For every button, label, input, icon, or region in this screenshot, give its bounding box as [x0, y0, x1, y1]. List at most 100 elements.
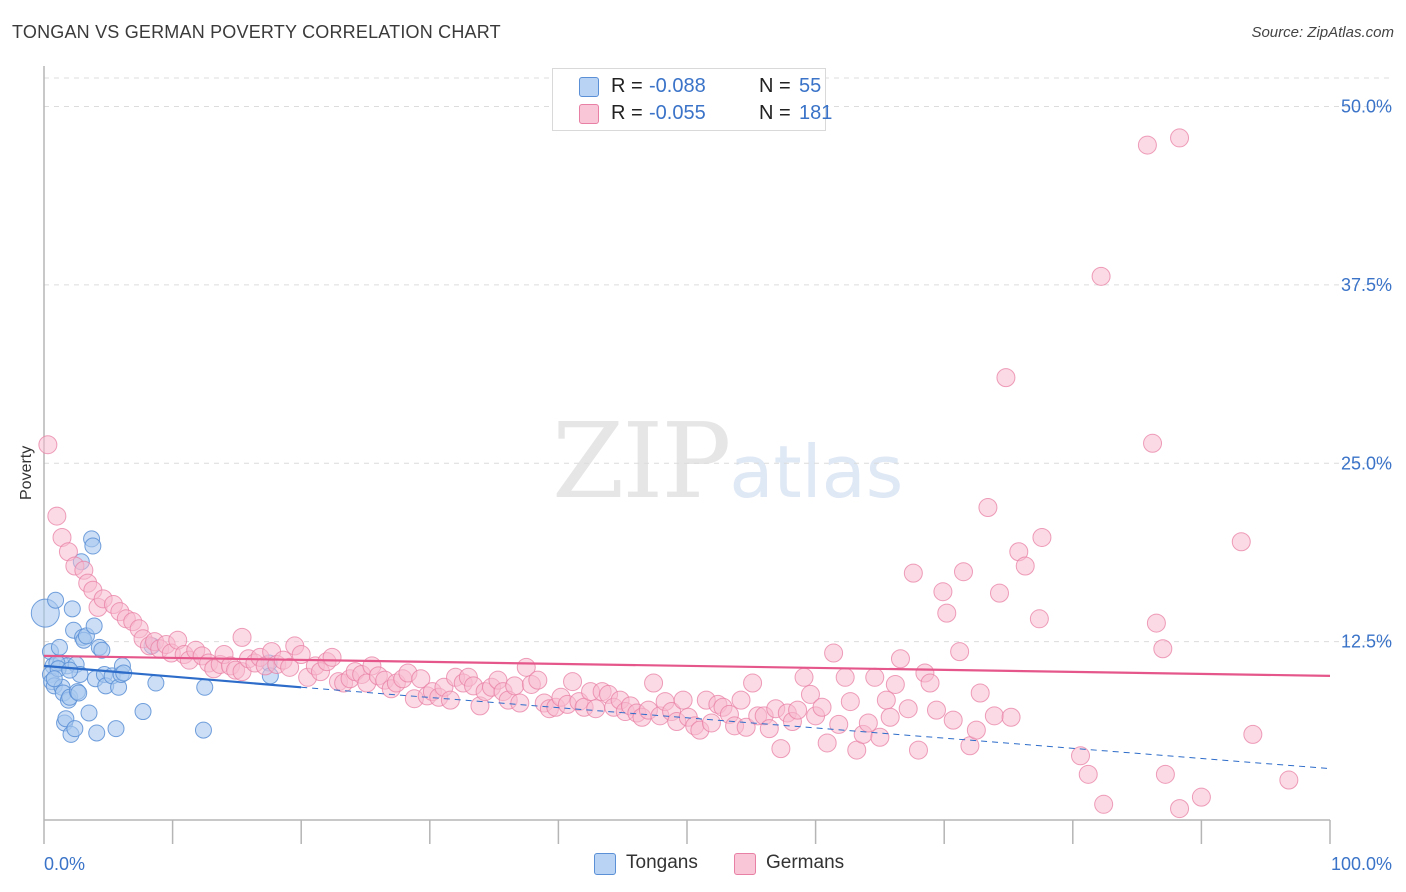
germans-point — [232, 627, 252, 647]
germans-point — [865, 667, 885, 687]
germans-point — [970, 683, 990, 703]
germans-point — [800, 684, 820, 704]
y-tick-label: 25.0% — [1341, 453, 1392, 473]
germans-point — [920, 673, 940, 693]
germans-point — [1170, 128, 1190, 148]
germans-point — [880, 707, 900, 727]
germans-point — [829, 714, 849, 734]
germans-point — [280, 657, 300, 677]
germans-point — [1231, 532, 1251, 552]
germans-point — [1094, 794, 1114, 814]
germans-point — [794, 667, 814, 687]
y-tick-label: 12.5% — [1341, 632, 1392, 652]
germans-point — [1153, 639, 1173, 659]
tongans-point — [107, 720, 125, 738]
germans-point — [1155, 764, 1175, 784]
germans-point — [440, 690, 460, 710]
tongans-point — [196, 678, 214, 696]
germans-point — [701, 713, 721, 733]
germans-point — [322, 647, 342, 667]
germans-trend-line — [43, 654, 1331, 677]
tongans-point — [134, 703, 152, 721]
germans-point — [1137, 135, 1157, 155]
trend-lines — [43, 654, 1331, 770]
germans-point — [505, 676, 525, 696]
germans-point — [890, 649, 910, 669]
germans-point — [771, 739, 791, 759]
germans-point — [943, 710, 963, 730]
germans-point — [858, 713, 878, 733]
r-value: -0.055 — [649, 102, 706, 124]
watermark-zip: ZIP — [552, 400, 731, 522]
x-tick-label: 0.0% — [44, 854, 85, 874]
tongans-point — [194, 721, 212, 739]
tongans-point — [70, 684, 88, 702]
tongans-point — [47, 591, 65, 609]
germans-point — [1146, 613, 1166, 633]
germans-point — [1243, 724, 1263, 744]
germans-point — [47, 506, 67, 526]
germans-point — [1191, 787, 1211, 807]
germans-point — [989, 583, 1009, 603]
germans-point — [759, 719, 779, 739]
germans-point — [1279, 770, 1299, 790]
germans-point — [1032, 527, 1052, 547]
tongans-point — [93, 641, 111, 659]
germans-point — [870, 727, 890, 747]
germans-swatch — [579, 104, 599, 124]
germans-point — [586, 699, 606, 719]
germans-point — [950, 642, 970, 662]
germans-point — [510, 693, 530, 713]
germans-point — [38, 435, 58, 455]
germans-point — [1170, 799, 1190, 819]
germans-point — [563, 672, 583, 692]
germans-point — [1001, 707, 1021, 727]
germans-point — [743, 673, 763, 693]
r-label: R = — [611, 102, 643, 124]
tongans-point — [147, 674, 165, 692]
tongans-point — [80, 704, 98, 722]
r-value: -0.088 — [649, 75, 706, 97]
tongans-point — [61, 661, 79, 679]
germans-point — [736, 717, 756, 737]
tongans-point — [84, 537, 102, 555]
correlation-legend: R = -0.088 N = 55 R = -0.055 N = 181 — [552, 68, 832, 131]
germans-point — [937, 603, 957, 623]
tongans-point — [66, 720, 84, 738]
tongans-swatch — [579, 77, 599, 97]
n-label: N = — [759, 102, 791, 124]
r-label: R = — [611, 75, 643, 97]
germans-point — [824, 643, 844, 663]
n-value: 55 — [799, 75, 822, 97]
germans-point — [908, 740, 928, 760]
tongans-point — [88, 724, 106, 742]
watermark-atlas: atlas — [729, 430, 904, 514]
germans-point — [788, 700, 808, 720]
x-tick-label: 100.0% — [1331, 854, 1392, 874]
n-value: 181 — [799, 102, 833, 124]
chart-title: TONGAN VS GERMAN POVERTY CORRELATION CHA… — [12, 22, 501, 42]
tongans-point — [45, 670, 63, 688]
germans-point — [1091, 266, 1111, 286]
germans-point — [926, 700, 946, 720]
watermark: ZIPatlas — [552, 400, 903, 522]
germans-point — [876, 690, 896, 710]
germans-point — [984, 706, 1004, 726]
tongans-legend-label: Tongans — [626, 852, 698, 873]
germans-point — [953, 562, 973, 582]
germans-point — [1029, 609, 1049, 629]
germans-point — [812, 697, 832, 717]
germans-point — [1071, 746, 1091, 766]
germans-point — [528, 670, 548, 690]
tongans-point — [63, 600, 81, 618]
germans-point — [817, 733, 837, 753]
germans-point — [644, 673, 664, 693]
germans-point — [840, 692, 860, 712]
tongans-point — [85, 617, 103, 635]
germans-points — [38, 128, 1299, 819]
germans-legend-swatch — [734, 853, 756, 875]
germans-point — [933, 582, 953, 602]
tongans-legend-swatch — [594, 853, 616, 875]
germans-point — [996, 368, 1016, 388]
